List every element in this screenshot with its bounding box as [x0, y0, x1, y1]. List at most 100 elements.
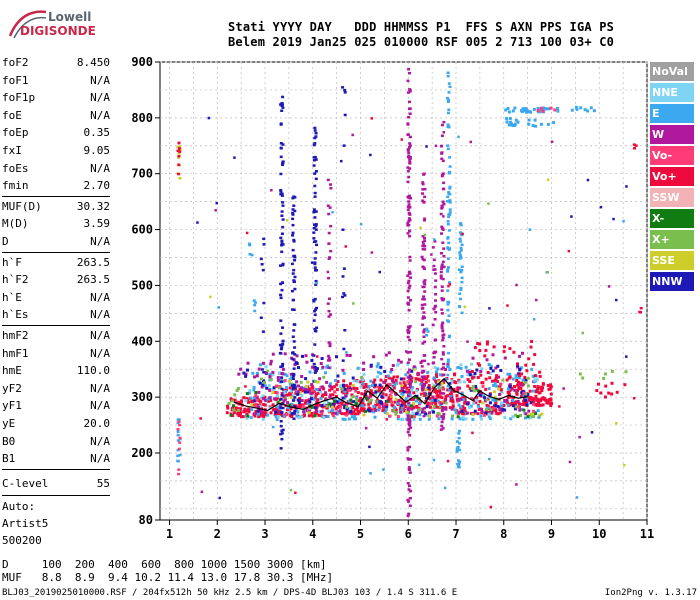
echo-vo: [330, 387, 334, 391]
echo-w: [407, 270, 411, 274]
echo-nnw: [292, 240, 296, 243]
echo-e: [342, 372, 346, 375]
echo-w: [441, 277, 445, 281]
echo-vo: [177, 420, 181, 423]
echo-vo: [447, 284, 450, 288]
param-value: N/A: [90, 346, 110, 360]
echo-w: [441, 338, 445, 342]
echo-vo: [285, 413, 289, 417]
echo-nnw: [291, 372, 295, 376]
echo-nne: [377, 365, 381, 369]
echo-vo: [537, 400, 540, 404]
echo-vo: [356, 412, 360, 416]
echo-nnw: [291, 335, 295, 338]
echo-vo: [463, 409, 467, 413]
echo-nne: [472, 402, 475, 406]
echo-e: [353, 417, 357, 421]
echo-e: [448, 85, 452, 88]
echo-w: [423, 187, 427, 191]
echo-nne: [261, 394, 265, 398]
echo-vo: [262, 415, 266, 418]
echo-nne: [376, 375, 380, 379]
param-value: 3.59: [83, 217, 111, 231]
echo-nnw: [292, 329, 296, 332]
echo-nnw: [290, 262, 294, 266]
echo-w: [321, 385, 325, 389]
echo-w: [406, 166, 410, 169]
echo-e: [284, 390, 288, 393]
param-separator: [2, 195, 110, 197]
echo-x: [534, 412, 538, 416]
echo-vo: [317, 403, 321, 407]
echo-x: [231, 404, 235, 408]
echo-x: [392, 409, 396, 413]
echo-x: [289, 488, 293, 492]
echo-w: [326, 270, 330, 274]
echo-sse: [440, 382, 444, 386]
echo-vo: [314, 407, 318, 411]
echo-nnw: [291, 217, 295, 221]
echo-x: [410, 415, 414, 419]
echo-w: [432, 307, 436, 311]
echo-w: [440, 267, 444, 271]
echo-w: [423, 303, 427, 306]
echo-nnw: [312, 143, 316, 147]
echo-nne: [300, 393, 304, 397]
echo-nnw: [260, 368, 264, 371]
echo-e: [493, 399, 497, 402]
echo-w: [406, 418, 410, 421]
echo-vo: [241, 415, 245, 419]
echo-nnw: [313, 261, 317, 264]
echo-w: [441, 353, 445, 356]
echo-e: [459, 249, 463, 252]
echo-nnw: [342, 383, 345, 387]
echo-e: [459, 270, 463, 274]
echo-w: [421, 410, 425, 413]
echo-w: [440, 252, 443, 255]
echo-nnw: [292, 268, 296, 272]
echo-vo: [529, 396, 533, 400]
echo-e: [455, 448, 459, 451]
echo-nnw: [279, 397, 283, 401]
param-row: foF1 N/A: [2, 72, 110, 90]
echo-sse: [437, 380, 440, 384]
echo-e: [395, 381, 399, 385]
echo-vo: [408, 388, 412, 392]
echo-nnw: [280, 380, 283, 383]
param-value: 263.5: [76, 273, 110, 287]
echo-vo: [359, 396, 363, 400]
clevel-label: C-level: [2, 476, 49, 490]
echo-e: [319, 397, 323, 401]
echo-nne: [412, 417, 416, 421]
echo-vo: [255, 398, 259, 402]
echo-x: [476, 389, 480, 393]
echo-sse: [497, 387, 501, 391]
echo-w: [441, 427, 445, 430]
footer-version: Ion2Png v. 1.3.17: [604, 588, 697, 598]
echo-sse: [176, 145, 180, 149]
echo-w: [260, 385, 264, 389]
echo-e: [506, 372, 510, 376]
echo-sse: [530, 412, 534, 416]
x-tick-label: 3: [261, 527, 268, 541]
echo-e: [458, 222, 462, 226]
echo-x: [278, 386, 281, 390]
echo-vo: [536, 385, 540, 389]
echo-e: [454, 411, 458, 415]
echo-e: [271, 425, 275, 429]
param-label: yE: [2, 417, 16, 430]
echo-nnw: [341, 396, 345, 400]
echo-vo: [468, 380, 472, 383]
echo-nnw: [313, 126, 317, 130]
echo-e: [434, 370, 438, 374]
echo-sse: [177, 145, 181, 148]
echo-vo: [263, 395, 267, 399]
param-value: 110.0: [76, 364, 110, 378]
echo-w: [421, 407, 425, 411]
echo-w: [442, 345, 446, 348]
param-label: yF2: [2, 381, 22, 395]
echo-w: [442, 416, 445, 419]
echo-nnw: [278, 343, 282, 347]
echo-vo: [395, 375, 399, 379]
echo-e: [521, 378, 525, 382]
